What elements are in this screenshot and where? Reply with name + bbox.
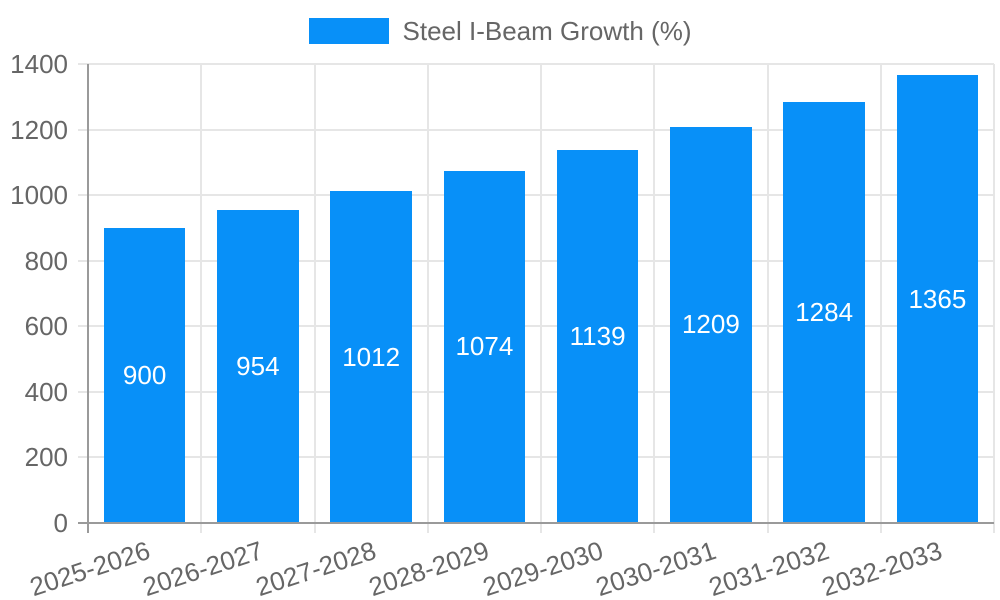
y-axis-tick-label: 400 [24, 376, 68, 407]
x-gridline [200, 64, 203, 523]
bar-value-label: 1284 [795, 297, 854, 327]
x-gridline [993, 64, 995, 523]
x-gridline [313, 64, 316, 523]
bar[interactable]: 954 [217, 210, 299, 523]
x-gridline [653, 64, 656, 523]
x-axis-line [78, 522, 994, 524]
bar[interactable]: 1012 [330, 191, 412, 523]
y-axis-tick-label: 200 [24, 442, 68, 473]
x-tickmark [653, 523, 656, 533]
y-axis-tick-label: 0 [53, 508, 68, 538]
x-gridline [766, 64, 769, 523]
y-axis-tick-label: 1000 [10, 180, 68, 211]
y-axis-tick-label: 800 [24, 245, 68, 276]
x-gridline [426, 64, 429, 523]
bar-value-label: 900 [122, 359, 167, 390]
y-axis-line [87, 64, 89, 533]
legend-swatch-icon [308, 18, 389, 44]
x-tickmark [200, 523, 203, 533]
x-tickmark [426, 523, 429, 533]
x-tickmark [879, 523, 882, 533]
y-axis-tick-label: 1200 [10, 114, 68, 145]
bar-value-label: 1365 [908, 283, 967, 314]
y-tickmark [78, 128, 88, 131]
y-tickmark [78, 259, 88, 262]
bar[interactable]: 1139 [556, 149, 639, 523]
legend-label: Steel I-Beam Growth (%) [402, 16, 692, 46]
y-tickmark [78, 63, 88, 65]
bar-value-label: 1074 [455, 331, 514, 362]
bar-value-label: 954 [236, 351, 280, 382]
legend[interactable]: Steel I-Beam Growth (%) [0, 18, 1000, 44]
y-tickmark [78, 390, 88, 393]
x-tickmark [993, 523, 995, 533]
bar[interactable]: 1209 [670, 126, 752, 523]
x-tickmark [766, 523, 769, 533]
bar[interactable]: 1365 [896, 75, 979, 523]
x-tickmark [540, 523, 542, 533]
bar[interactable]: 900 [103, 227, 186, 523]
y-axis-tick-label: 600 [24, 311, 68, 342]
bar-value-label: 1012 [342, 341, 401, 372]
bar[interactable]: 1074 [443, 170, 526, 523]
bar-value-label: 1139 [569, 320, 626, 351]
x-gridline [879, 64, 882, 523]
y-tickmark [78, 325, 88, 328]
bar-value-label: 1209 [681, 309, 740, 340]
x-tickmark [313, 523, 316, 533]
x-gridline [540, 64, 542, 523]
y-axis-tick-label: 1400 [10, 49, 68, 79]
y-tickmark [78, 194, 88, 197]
bar[interactable]: 1284 [783, 102, 865, 523]
y-tickmark [78, 456, 88, 459]
